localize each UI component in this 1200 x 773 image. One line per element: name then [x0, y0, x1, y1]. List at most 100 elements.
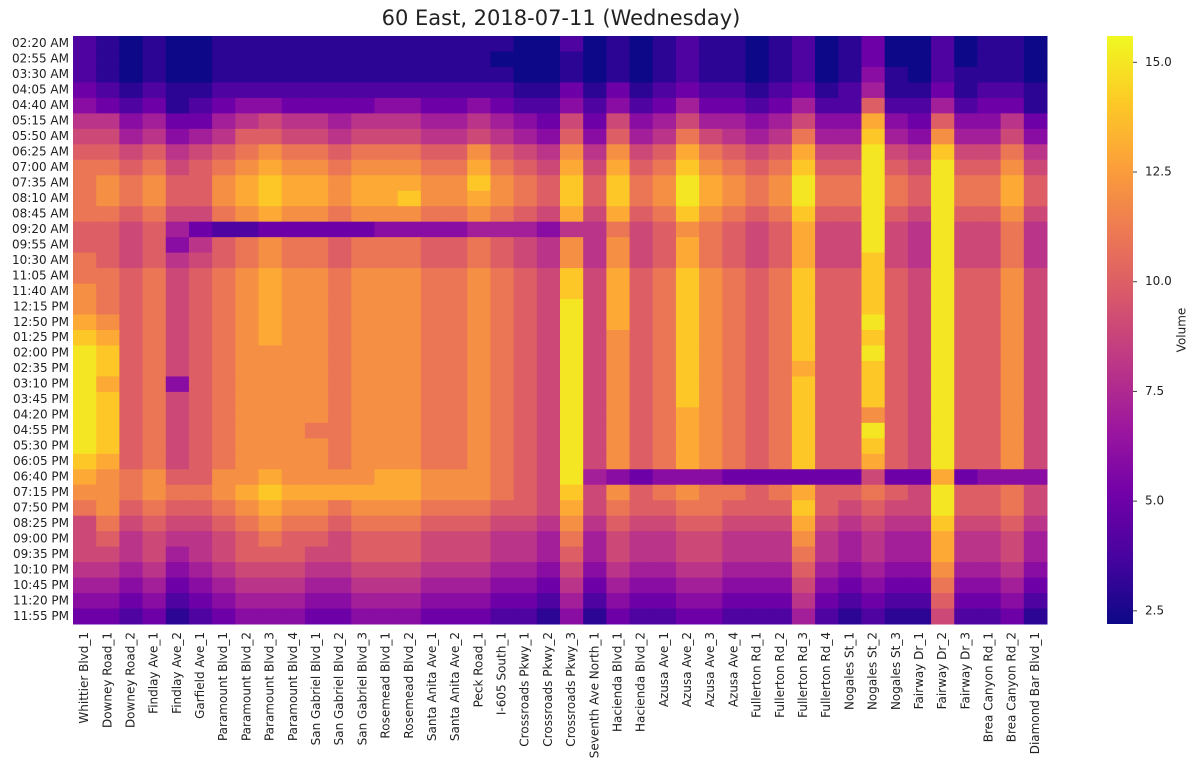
heatmap-cell — [699, 252, 723, 269]
heatmap-cell — [583, 237, 607, 254]
heatmap-cell — [861, 422, 886, 439]
heatmap-cell — [96, 407, 120, 424]
heatmap-cell — [328, 113, 352, 130]
heatmap-cell — [328, 422, 352, 439]
heatmap-cell — [235, 484, 260, 501]
heatmap-cell — [420, 330, 445, 346]
heatmap-cell — [467, 453, 491, 470]
heatmap-cell — [258, 376, 283, 393]
heatmap-cell — [675, 391, 700, 408]
heatmap-cell — [96, 608, 120, 625]
heatmap-cell — [838, 546, 862, 563]
heatmap-cell — [397, 453, 422, 470]
heatmap-cell — [931, 97, 955, 114]
heatmap-cell — [188, 515, 213, 532]
heatmap-cell — [212, 345, 236, 362]
colorbar-tick-label: 12.5 — [1145, 165, 1172, 179]
heatmap-cell — [96, 82, 120, 99]
heatmap-cell — [444, 562, 468, 579]
heatmap-cell — [165, 562, 190, 579]
heatmap-cell — [212, 206, 236, 223]
y-tick-label: 02:35 PM — [13, 361, 69, 375]
heatmap-cell — [1023, 97, 1048, 114]
heatmap-cell — [907, 469, 932, 486]
heatmap-cell — [861, 97, 886, 114]
heatmap-cell — [73, 299, 97, 316]
heatmap-cell — [374, 360, 399, 377]
heatmap-cell — [119, 391, 144, 408]
heatmap-cell — [536, 407, 561, 424]
heatmap-cell — [1000, 376, 1025, 393]
heatmap-cell — [606, 314, 631, 331]
heatmap-cell — [397, 515, 422, 532]
heatmap-cell — [652, 221, 677, 238]
heatmap-cell — [397, 608, 422, 625]
heatmap-cell — [652, 453, 677, 470]
heatmap-cell — [165, 206, 190, 223]
heatmap-cell — [235, 190, 260, 207]
heatmap-cell — [884, 360, 909, 377]
heatmap-cell — [119, 252, 144, 269]
heatmap-cell — [699, 391, 723, 408]
heatmap-cell — [675, 190, 700, 207]
heatmap-cell — [861, 268, 886, 285]
heatmap-cell — [188, 562, 213, 579]
heatmap-cell — [699, 128, 723, 145]
heatmap-cell — [745, 51, 770, 68]
heatmap-cell — [583, 97, 607, 114]
heatmap-cell — [815, 577, 839, 594]
heatmap-cell — [629, 376, 654, 393]
heatmap-cell — [96, 593, 120, 610]
heatmap-cell — [258, 314, 283, 331]
heatmap-cell — [1023, 283, 1048, 300]
heatmap-cell — [304, 515, 329, 532]
heatmap-cell — [351, 500, 375, 517]
heatmap-cell — [791, 252, 816, 269]
heatmap-cell — [304, 175, 329, 192]
heatmap-cell — [884, 221, 909, 238]
heatmap-cell — [304, 546, 329, 563]
heatmap-cell — [745, 515, 770, 532]
heatmap-cell — [142, 221, 167, 238]
heatmap-cell — [791, 299, 816, 316]
heatmap-cell — [397, 237, 422, 254]
heatmap-cell — [1000, 546, 1025, 563]
heatmap-cell — [444, 608, 468, 625]
heatmap-cell — [583, 422, 607, 439]
heatmap-cell — [675, 159, 700, 176]
heatmap-cell — [722, 531, 747, 548]
heatmap-cell — [467, 376, 491, 393]
heatmap-cell — [96, 438, 120, 455]
heatmap-cell — [328, 51, 352, 68]
heatmap-cell — [328, 546, 352, 563]
heatmap-cell — [212, 128, 236, 145]
heatmap-cell — [675, 438, 700, 455]
heatmap-cell — [165, 391, 190, 408]
heatmap-cell — [142, 113, 167, 130]
heatmap-cell — [165, 51, 190, 68]
heatmap-cell — [212, 175, 236, 192]
heatmap-cell — [977, 593, 1002, 610]
heatmap-cell — [884, 66, 909, 83]
heatmap-cell — [304, 453, 329, 470]
y-tick-label: 03:10 PM — [13, 377, 69, 391]
heatmap-cell — [675, 36, 700, 52]
heatmap-cell — [374, 531, 399, 548]
heatmap-cell — [884, 562, 909, 579]
heatmap-cell — [328, 66, 352, 83]
heatmap-cell — [467, 66, 491, 83]
heatmap-cell — [235, 97, 260, 114]
heatmap-cell — [652, 314, 677, 331]
heatmap-cell — [675, 113, 700, 130]
heatmap-cell — [884, 577, 909, 594]
heatmap-cell — [907, 345, 932, 362]
heatmap-cell — [513, 82, 538, 99]
x-tick-label: Nogales St_3 — [889, 632, 903, 710]
heatmap-cell — [73, 593, 97, 610]
heatmap-cell — [954, 82, 978, 99]
heatmap-cell — [907, 577, 932, 594]
heatmap-cell — [675, 515, 700, 532]
heatmap-cell — [560, 299, 584, 316]
heatmap-cell — [374, 562, 399, 579]
heatmap-cell — [815, 330, 839, 346]
